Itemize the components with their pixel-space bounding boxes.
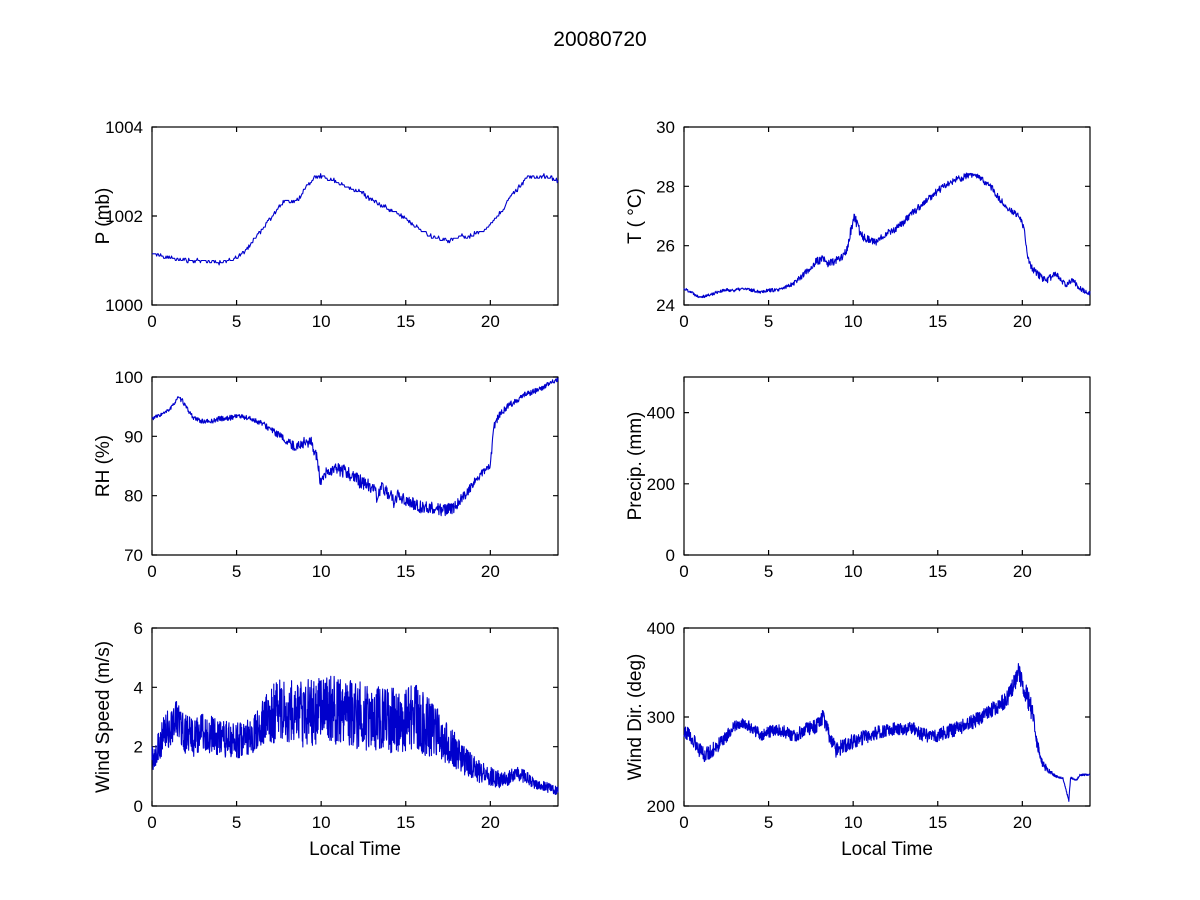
precip-ylabel: Precip. (mm) bbox=[625, 411, 646, 521]
winddir-xlabel: Local Time bbox=[841, 839, 933, 860]
temperature-ylabel: T ( °C) bbox=[625, 188, 646, 244]
windspeed-ylabel: Wind Speed (m/s) bbox=[93, 640, 114, 794]
humidity-ylabel: RH (%) bbox=[93, 434, 114, 498]
winddir-ylabel: Wind Dir. (deg) bbox=[625, 653, 646, 781]
pressure-ylabel: P (mb) bbox=[93, 187, 114, 245]
windspeed-xlabel: Local Time bbox=[309, 839, 401, 860]
figure-title: 20080720 bbox=[553, 28, 647, 51]
